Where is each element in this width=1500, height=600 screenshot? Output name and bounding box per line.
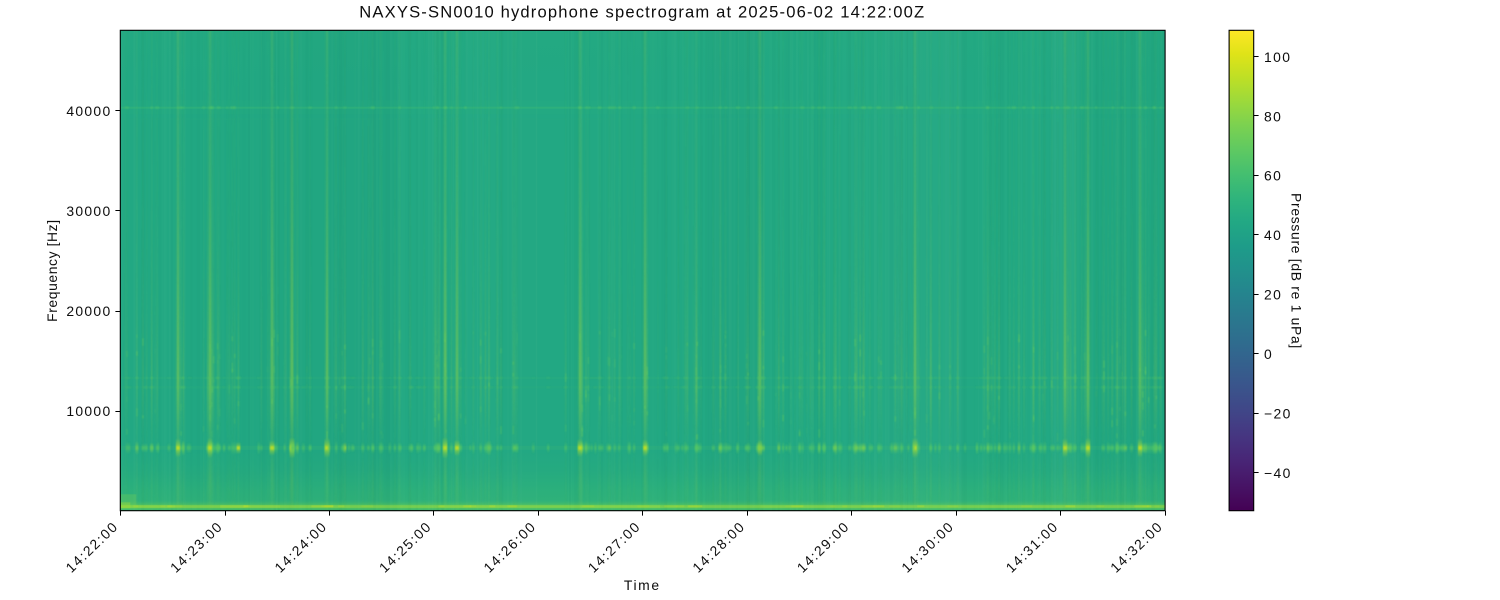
svg-text:40: 40 [1264,227,1282,243]
svg-text:100: 100 [1264,49,1291,65]
svg-text:Time: Time [624,577,661,593]
svg-text:20: 20 [1264,287,1282,303]
svg-text:Frequency [Hz]: Frequency [Hz] [44,219,60,322]
svg-text:Pressure [dB re 1 uPa]: Pressure [dB re 1 uPa] [1289,193,1305,349]
svg-text:40000: 40000 [66,103,111,119]
svg-text:30000: 30000 [66,203,111,219]
svg-text:−20: −20 [1264,406,1292,422]
svg-text:20000: 20000 [66,303,111,319]
svg-text:0: 0 [1264,346,1273,362]
svg-text:80: 80 [1264,108,1282,124]
svg-text:NAXYS-SN0010 hydrophone spectr: NAXYS-SN0010 hydrophone spectrogram at 2… [359,2,925,21]
svg-text:−40: −40 [1264,465,1292,481]
svg-text:10000: 10000 [66,403,111,419]
svg-text:60: 60 [1264,168,1282,184]
